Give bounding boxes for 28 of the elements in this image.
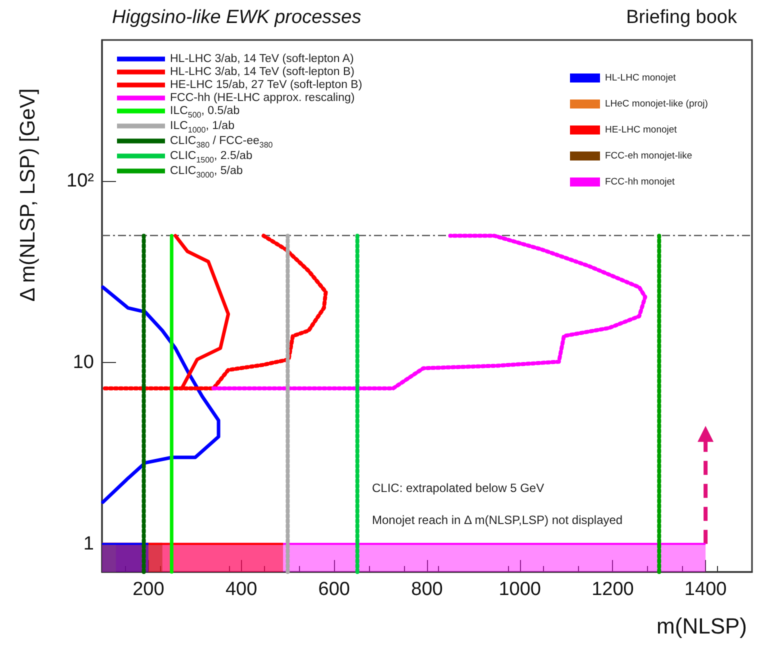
legend-label: HE-LHC monojet — [605, 124, 678, 136]
x-tick-label: 1000 — [498, 579, 541, 600]
y-tick-label: 1 — [83, 533, 94, 554]
legend-label: FCC-eh monojet-like — [605, 150, 692, 162]
x-tick-label: 600 — [318, 579, 350, 600]
x-tick-label: 400 — [225, 579, 258, 600]
x-axis-title: m(NLSP) — [656, 614, 748, 638]
legend-label: LHeC monojet-like (proj) — [605, 98, 708, 110]
chart-title: Higgsino-like EWK processes — [112, 7, 362, 28]
x-tick-label: 200 — [132, 579, 164, 600]
annotation: Monojet reach in Δ m(NLSP,LSP) not displayed — [372, 513, 623, 527]
line-series — [211, 234, 648, 390]
y-tick-label: 10 — [72, 352, 94, 374]
legend-label: HL-LHC 3/ab, 14 TeV (soft-lepton A) — [170, 53, 354, 65]
legend-label: HL-LHC monojet — [605, 72, 676, 84]
chart-subtitle: Briefing book — [626, 7, 738, 28]
legend-label: FCC-hh (HE-LHC approx. rescaling) — [170, 92, 355, 104]
line-series — [101, 286, 220, 504]
line-series — [100, 234, 328, 390]
legend-label: FCC-hh monojet — [605, 176, 676, 188]
y-axis-title: Δ m(NLSP, LSP) [GeV] — [16, 88, 40, 302]
x-tick-label: 1200 — [592, 579, 634, 600]
legend-label: HE-LHC 15/ab, 27 TeV (soft-lepton B) — [170, 79, 362, 91]
annotation: CLIC: extrapolated below 5 GeV — [372, 481, 544, 495]
legend-label: HL-LHC 3/ab, 14 TeV (soft-lepton B) — [170, 66, 355, 78]
y-tick-label: 10² — [66, 170, 94, 192]
x-tick-label: 800 — [411, 579, 443, 600]
x-tick-label: 1400 — [684, 579, 727, 600]
